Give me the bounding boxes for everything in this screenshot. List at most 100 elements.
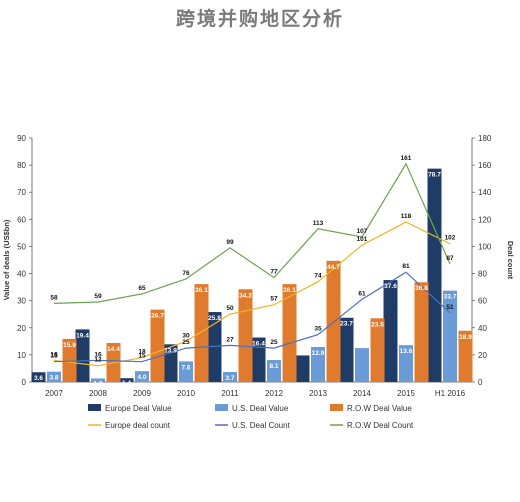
count-label: 25 (270, 339, 278, 346)
bar (339, 317, 354, 382)
count-label: 107 (357, 228, 368, 235)
bar-value-label: 15.9 (63, 342, 76, 349)
count-label: 15 (138, 353, 146, 360)
bar-value-label: 3.8 (49, 375, 58, 382)
x-tick-label: 2014 (353, 389, 371, 398)
bar-value-label: 14.4 (107, 346, 120, 353)
count-label: 113 (313, 220, 324, 227)
bar-value-label: 18.9 (459, 334, 472, 341)
bar (91, 378, 105, 382)
y2-tick-label: 120 (478, 215, 492, 224)
bar (399, 345, 413, 382)
bar (383, 280, 398, 382)
y-tick-label: 10 (17, 351, 26, 360)
bar (75, 329, 90, 382)
bar (370, 318, 385, 382)
y-tick-label: 30 (17, 297, 26, 306)
legend-label: R.O.W Deal Value (347, 404, 412, 413)
bar (282, 284, 297, 382)
x-tick-label: 2012 (265, 389, 283, 398)
count-label: 50 (226, 305, 234, 312)
count-label: 76 (182, 270, 190, 277)
bar-value-label: 3.6 (34, 375, 43, 382)
bar (194, 284, 209, 382)
x-tick-label: H1 2016 (435, 389, 466, 398)
bar (295, 355, 310, 382)
count-label: 59 (94, 293, 102, 300)
bar-value-label: 36.1 (195, 287, 208, 294)
count-label: 77 (270, 269, 278, 276)
bar (119, 378, 134, 382)
series-line (53, 162, 451, 304)
count-label: 25 (182, 339, 190, 346)
x-tick-label: 2013 (309, 389, 327, 398)
x-tick-label: 2008 (89, 389, 107, 398)
bar-value-label: 12.9 (312, 350, 325, 357)
bar (135, 371, 149, 382)
count-label: 81 (402, 263, 410, 270)
bar (62, 338, 77, 382)
bar-value-label: 44.7 (327, 264, 340, 271)
bar-value-label: 36.8 (415, 285, 428, 292)
axes: 0 10 20 30 40 50 60 70 80 90 0 20 40 60 80 100 120 140 160… (2, 134, 515, 398)
count-label: 15 (50, 353, 58, 360)
legend-label: U.S. Deal Count (232, 421, 291, 430)
y2-tick-label: 100 (478, 242, 492, 251)
count-label: 101 (357, 236, 368, 243)
bar (311, 347, 325, 382)
count-label: 58 (50, 294, 58, 301)
bar (150, 309, 165, 382)
page-title: 跨境并购地区分析 (175, 8, 344, 30)
bar-value-label: 25.8 (208, 315, 221, 322)
count-label: 99 (226, 239, 234, 246)
legend-label: R.O.W Deal Count (347, 421, 414, 430)
bar-value-label: 33.7 (444, 294, 457, 301)
count-label: 16 (94, 351, 102, 358)
bar-value-label: 78.7 (428, 172, 441, 179)
bar-value-label: 16.4 (252, 341, 265, 348)
count-label: 65 (138, 285, 146, 292)
legend-label: U.S. Deal Value (232, 404, 289, 413)
y2-tick-label: 80 (478, 270, 487, 279)
bar (458, 330, 473, 382)
bar-value-label: 7.6 (181, 364, 190, 371)
y-tick-label: 0 (22, 378, 27, 387)
bar (414, 282, 429, 382)
legend-label: Europe deal count (105, 421, 171, 430)
y-axis-title: Value of deals (US$bn) (2, 219, 11, 300)
bar-value-label: 19.4 (76, 332, 89, 339)
series-line (53, 271, 451, 363)
x-tick-label: 2010 (177, 389, 195, 398)
legend: Europe Deal Value U.S. Deal Value R.O.W De… (88, 404, 414, 430)
y2-tick-label: 140 (478, 188, 492, 197)
y-tick-label: 60 (17, 215, 26, 224)
legend-swatch (88, 404, 101, 411)
legend-swatch (215, 404, 228, 411)
bar (31, 372, 46, 382)
legend-swatch (330, 404, 343, 411)
bars (31, 168, 473, 382)
bar (355, 348, 369, 382)
y-tick-label: 50 (17, 242, 26, 251)
bar (47, 371, 61, 382)
bar-value-label: 8.1 (269, 363, 278, 370)
bar (207, 312, 222, 382)
x-tick-label: 2015 (397, 389, 415, 398)
series-line (53, 221, 451, 367)
y-tick-label: 90 (17, 134, 26, 143)
x-tick-label: 2011 (221, 389, 239, 398)
bar-value-label: 37.6 (384, 283, 397, 290)
bar-value-label: 13.6 (400, 348, 413, 355)
count-label: 57 (270, 296, 278, 303)
bar-value-label: 34.2 (239, 292, 252, 299)
y2-axis-title: Deal count (506, 241, 515, 280)
bar-value-label: 1.3 (93, 380, 102, 387)
bar (179, 361, 193, 382)
bar (267, 360, 281, 382)
bar-value-label: 1.4 (122, 380, 131, 387)
bar (427, 168, 442, 382)
y2-tick-label: 20 (478, 351, 487, 360)
count-label: 118 (401, 213, 412, 220)
count-label: 61 (358, 290, 366, 297)
